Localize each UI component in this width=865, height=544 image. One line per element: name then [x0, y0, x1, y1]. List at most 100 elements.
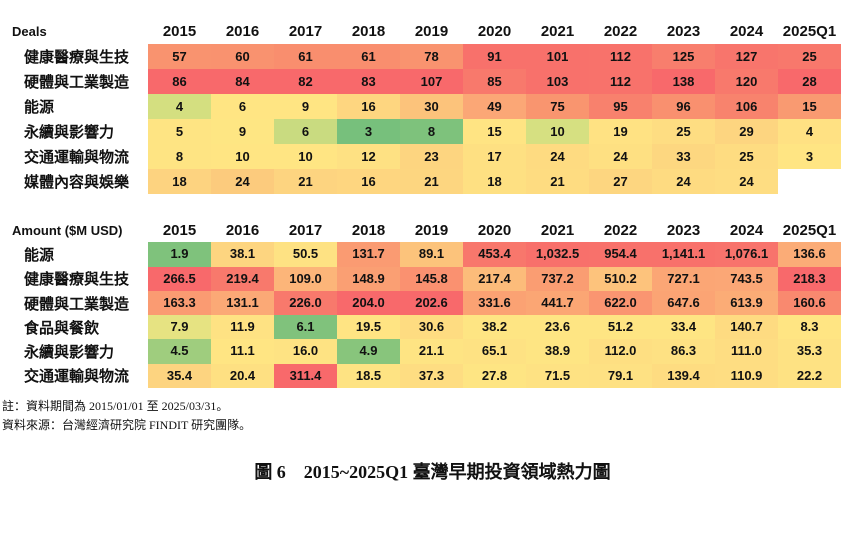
heatmap-cell: 107 [400, 69, 463, 94]
column-header: 2022 [603, 23, 638, 40]
heatmap-cell: 743.5 [715, 266, 778, 291]
heatmap-cell: 139.4 [652, 363, 715, 389]
heatmap-cell: 19.5 [337, 315, 400, 340]
heatmap-cell: 112 [589, 69, 652, 94]
heatmap-cell: 28 [778, 69, 841, 94]
heatmap-cell: 10 [274, 144, 337, 169]
heatmap-cell: 266.5 [148, 266, 211, 291]
heatmap-cell: 145.8 [400, 266, 463, 291]
heatmap-cell: 510.2 [589, 266, 652, 291]
heatmap-cell: 30.6 [400, 315, 463, 340]
note-source: 資料來源：台灣經濟研究院 FINDIT 研究團隊。 [2, 418, 252, 432]
heatmap-cell: 6.1 [274, 315, 337, 340]
heatmap-cell: 1,032.5 [526, 242, 589, 267]
heatmap-cell: 163.3 [148, 290, 211, 316]
heatmap-cell: 24 [526, 144, 589, 169]
heatmap-cell: 23.6 [526, 315, 589, 340]
heatmap-cell: 7.9 [148, 315, 211, 340]
heatmap-cell: 202.6 [400, 290, 463, 316]
heatmap-cell: 127 [715, 44, 778, 69]
heatmap-cell: 441.7 [526, 290, 589, 316]
heatmap-cell: 4.9 [337, 339, 400, 364]
heatmap-cell: 33.4 [652, 315, 715, 340]
heatmap-cell: 51.2 [589, 315, 652, 340]
column-header: 2023 [666, 23, 701, 40]
column-header: 2015 [162, 221, 197, 239]
row-label: 交通運輸與物流 [24, 149, 130, 166]
row-label: 媒體內容與娛樂 [24, 174, 130, 191]
heatmap-cell: 21.1 [400, 339, 463, 364]
heatmap-cell: 112 [589, 44, 652, 69]
heatmap-cell: 27.8 [463, 363, 526, 389]
column-header: 2025Q1 [782, 221, 837, 239]
table-row: 健康醫療與生技 57 60 61 61 78 91 101 112 125 127 25 [0, 44, 841, 69]
heatmap-cell: 35.4 [148, 363, 211, 389]
heatmap-cell: 160.6 [778, 290, 841, 316]
heatmap-cell: 131.1 [211, 290, 274, 316]
heatmap-cell: 125 [652, 44, 715, 69]
heatmap-cell: 4 [148, 94, 211, 119]
heatmap-cell: 78 [400, 44, 463, 69]
heatmap-cell: 95 [589, 94, 652, 119]
heatmap-cell: 727.1 [652, 266, 715, 291]
table-row: 媒體內容與娛樂 18 24 21 16 21 18 21 27 24 24 [0, 169, 841, 194]
heatmap-cell: 219.4 [211, 266, 274, 291]
heatmap-cell: 8.3 [778, 315, 841, 340]
heatmap-cell: 16 [337, 169, 400, 194]
heatmap-cell: 217.4 [463, 266, 526, 291]
heatmap-cell: 10 [211, 144, 274, 169]
heatmap-cell: 21 [400, 169, 463, 194]
column-header: 2023 [666, 221, 701, 239]
heatmap-cell: 19 [589, 119, 652, 144]
heatmap-cell: 103 [526, 69, 589, 94]
table-row: 永續與影響力 4.5 11.1 16.0 4.9 21.1 65.1 38.9 112.0 86.… [0, 339, 841, 364]
heatmap-cell: 106 [715, 94, 778, 119]
column-header: 2025Q1 [782, 23, 837, 40]
heatmap-cell: 85 [463, 69, 526, 94]
heatmap-cell: 22.2 [778, 363, 841, 389]
heatmap-cell: 86.3 [652, 339, 715, 364]
row-label: 永續與影響力 [24, 344, 115, 362]
header-row: Deals 2015 2016 2017 2018 2019 2020 2021 2022 202… [0, 19, 841, 44]
heatmap-cell: 38.2 [463, 315, 526, 340]
heatmap-cell: 38.9 [526, 339, 589, 364]
heatmap-cell: 91 [463, 44, 526, 69]
heatmap-cell: 6 [211, 94, 274, 119]
table-row: 硬體與工業製造 163.3 131.1 226.0 204.0 202.6 331.6 441… [0, 290, 841, 316]
heatmap-cell: 15 [778, 94, 841, 119]
heatmap-cell: 647.6 [652, 290, 715, 316]
heatmap-cell: 112.0 [589, 339, 652, 364]
row-label: 食品與餐飲 [24, 319, 100, 337]
row-label: 永續與影響力 [24, 124, 115, 141]
heatmap-cell: 4.5 [148, 339, 211, 364]
heatmap-cell: 204.0 [337, 290, 400, 316]
heatmap-cell: 6 [274, 119, 337, 144]
column-header: 2018 [351, 221, 386, 239]
heatmap-cell: 49 [463, 94, 526, 119]
heatmap-cell: 61 [274, 44, 337, 69]
heatmap-cell: 79.1 [589, 363, 652, 389]
column-header: 2018 [351, 23, 386, 40]
header-row: Amount ($M USD) 2015 2016 2017 2018 2019 2020 2… [0, 218, 841, 242]
heatmap-cell: 16.0 [274, 339, 337, 364]
heatmap-cell: 3 [337, 119, 400, 144]
heatmap-cell: 1.9 [148, 242, 211, 267]
heatmap-cell: 20.4 [211, 363, 274, 389]
heatmap-cell: 60 [211, 44, 274, 69]
row-label: 能源 [24, 246, 55, 264]
heatmap-cell: 89.1 [400, 242, 463, 267]
table-row: 健康醫療與生技 266.5 219.4 109.0 148.9 145.8 217.4 737… [0, 266, 841, 291]
table-row: 交通運輸與物流 8 10 10 12 23 17 24 24 33 25 3 [0, 144, 841, 169]
heatmap-cell: 25 [652, 119, 715, 144]
heatmap-cell: 11.1 [211, 339, 274, 364]
heatmap-cell: 84 [211, 69, 274, 94]
heatmap-cell: 24 [715, 169, 778, 194]
table-row: 食品與餐飲 7.9 11.9 6.1 19.5 30.6 38.2 23.6 51.2 33.4 1… [0, 315, 841, 340]
heatmap-cell: 96 [652, 94, 715, 119]
row-label: 硬體與工業製造 [24, 74, 130, 91]
heatmap-cell: 4 [778, 119, 841, 144]
heatmap-cell: 622.0 [589, 290, 652, 316]
heatmap-cell: 24 [211, 169, 274, 194]
heatmap-cell: 3 [778, 144, 841, 169]
heatmap-cell: 16 [337, 94, 400, 119]
